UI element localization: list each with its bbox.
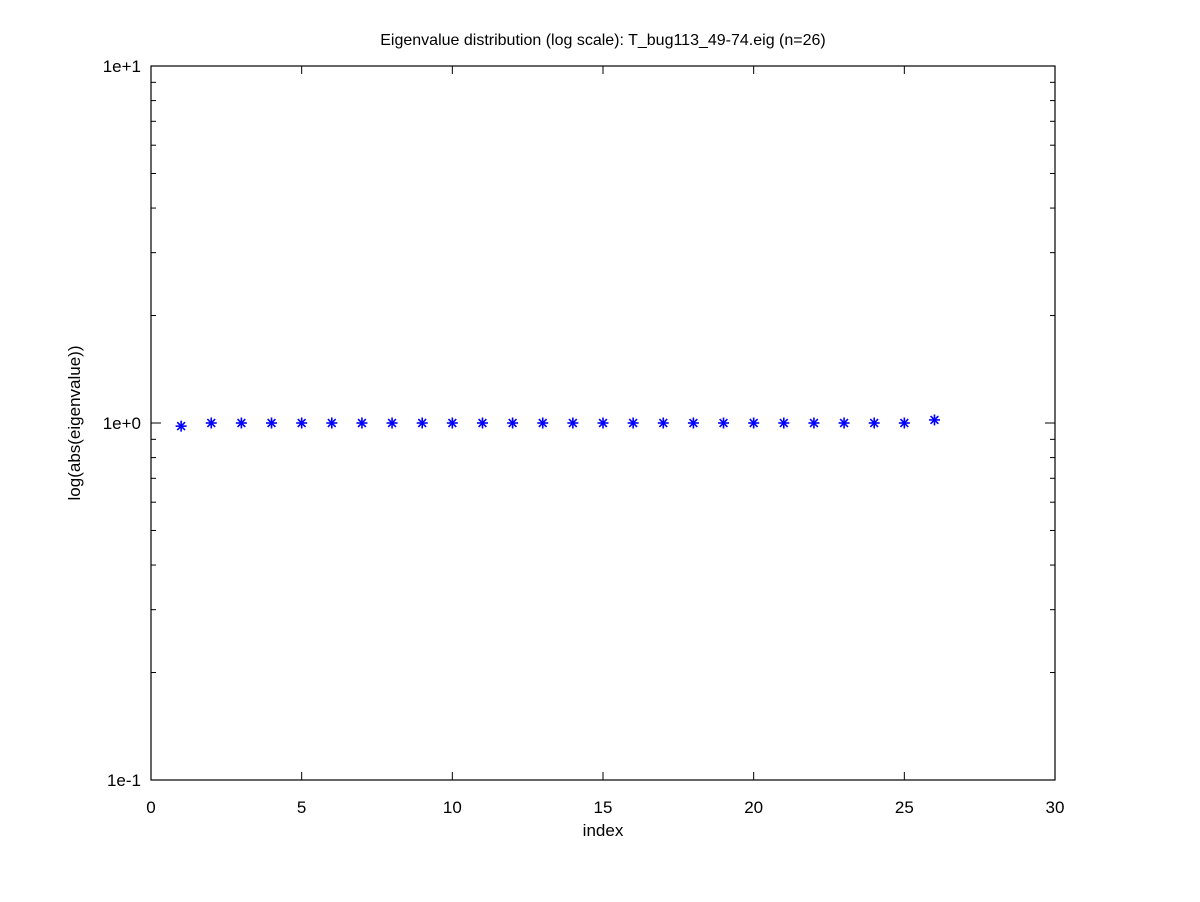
data-point: [567, 417, 579, 429]
data-point: [175, 420, 187, 432]
data-point: [627, 417, 639, 429]
data-point: [356, 417, 368, 429]
x-tick-label: 10: [443, 798, 462, 817]
data-point: [446, 417, 458, 429]
x-axis-label: index: [583, 821, 624, 840]
data-point: [416, 417, 428, 429]
x-tick-label: 25: [895, 798, 914, 817]
data-point: [386, 417, 398, 429]
axis-ticks: [150, 65, 1056, 781]
data-point: [266, 417, 278, 429]
x-tick-label: 0: [146, 798, 155, 817]
data-point: [235, 417, 247, 429]
data-point: [687, 417, 699, 429]
x-tick-label: 15: [594, 798, 613, 817]
chart-title: Eigenvalue distribution (log scale): T_b…: [380, 32, 825, 49]
data-point: [326, 417, 338, 429]
data-point: [537, 417, 549, 429]
data-point: [296, 417, 308, 429]
data-point: [868, 417, 880, 429]
data-point: [476, 417, 488, 429]
data-point: [657, 417, 669, 429]
data-point: [507, 417, 519, 429]
data-points: [175, 414, 940, 432]
x-tick-label: 20: [744, 798, 763, 817]
y-tick-label: 1e+0: [103, 414, 141, 433]
tick-labels: 0 5 10 15 20 25 30 1e-1 1e+0 1e+1: [103, 57, 1065, 817]
data-point: [838, 417, 850, 429]
y-tick-label: 1e+1: [103, 57, 141, 76]
x-tick-label: 5: [297, 798, 306, 817]
data-point: [597, 417, 609, 429]
data-point: [808, 417, 820, 429]
x-tick-label: 30: [1046, 798, 1065, 817]
y-tick-label: 1e-1: [107, 771, 141, 790]
data-point: [778, 417, 790, 429]
data-point: [718, 417, 730, 429]
data-point: [928, 414, 940, 426]
data-point: [748, 417, 760, 429]
y-axis-label: log(abs(eigenvalue)): [65, 346, 84, 501]
data-point: [898, 417, 910, 429]
data-point: [205, 417, 217, 429]
